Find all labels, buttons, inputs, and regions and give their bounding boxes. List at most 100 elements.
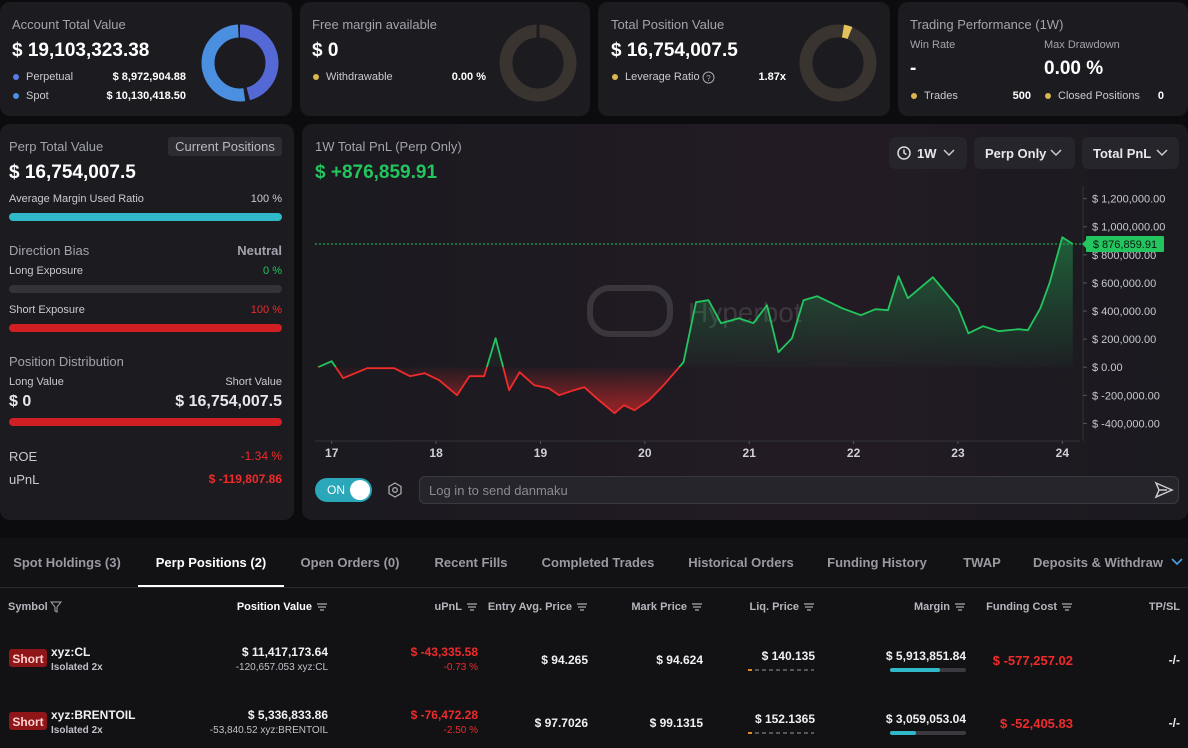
current-value-box: [1086, 236, 1164, 253]
tab[interactable]: Completed Trades: [541, 555, 655, 570]
tab[interactable]: Open Orders (0): [300, 555, 400, 570]
metric-dropdown[interactable]: [1082, 137, 1179, 169]
donut: [799, 24, 877, 102]
toggle-label[interactable]: ON: [327, 483, 345, 497]
column-header[interactable]: Entry Avg. Price: [487, 601, 572, 613]
progress-bar: [9, 285, 282, 293]
column-header[interactable]: TP/SL: [1148, 601, 1180, 613]
input-placeholder[interactable]: Log in to send danmaku: [429, 483, 568, 498]
pnl-line: [317, 236, 1074, 415]
mark-price: $ 94.624: [656, 653, 703, 667]
pnl-area: [318, 237, 1073, 414]
x-tick-label: 18: [429, 446, 443, 460]
row-label: Leverage Ratio: [625, 71, 700, 83]
dropdown-label[interactable]: Total PnL: [1093, 146, 1152, 161]
y-tick-label: $ 600,000.00: [1092, 278, 1156, 290]
stat-value: $ -119,807.86: [208, 472, 282, 486]
positions-section: [0, 538, 1188, 748]
x-tick-label: 22: [847, 446, 861, 460]
sort-icon: [804, 603, 814, 611]
row-value: 1.87x: [758, 71, 786, 83]
settings-icon[interactable]: [386, 481, 404, 499]
upnl: $ -43,335.58: [410, 645, 478, 659]
position-size: -53,840.52 xyz:BRENTOIL: [209, 725, 328, 736]
active-tab-underline: [138, 585, 284, 587]
y-tick-label: $ 800,000.00: [1092, 250, 1156, 262]
tab[interactable]: Historical Orders: [688, 555, 794, 570]
column-header[interactable]: Mark Price: [631, 601, 687, 613]
danmaku-input[interactable]: [419, 476, 1179, 504]
y-tick-label: $ -400,000.00: [1092, 418, 1160, 430]
tab[interactable]: Spot Holdings (3): [13, 555, 121, 570]
stat-label: Trades: [924, 90, 958, 102]
sort-icon: [577, 603, 587, 611]
tab[interactable]: TWAP: [963, 555, 1001, 570]
x-tick-label: 21: [743, 446, 757, 460]
column-header[interactable]: Liq. Price: [749, 601, 799, 613]
liq-meter: [748, 669, 814, 671]
row-value: $ 8,972,904.88: [112, 71, 186, 83]
tab[interactable]: Deposits & Withdraw: [1033, 555, 1163, 570]
progress-bar: [9, 213, 282, 221]
upnl: $ -76,472.28: [410, 708, 478, 722]
stat-value: 100 %: [250, 193, 282, 205]
tab[interactable]: Funding History: [827, 555, 927, 570]
margin-mode: Isolated 2x: [51, 662, 103, 673]
tpsl[interactable]: -/-: [1168, 716, 1180, 730]
upnl-pct: -2.50 %: [443, 725, 478, 736]
row-label: Perpetual: [26, 71, 74, 83]
margin-bar-fill: [890, 731, 916, 735]
x-tick-label: 23: [951, 446, 965, 460]
card-title: Account Total Value: [12, 17, 126, 32]
sort-icon: [692, 603, 702, 611]
tabs-more[interactable]: [1170, 557, 1184, 567]
toggle-knob[interactable]: [350, 480, 370, 500]
divider: [0, 587, 1188, 588]
stat-label: ROE: [9, 449, 38, 464]
column-header[interactable]: Funding Cost: [986, 601, 1057, 613]
button-label[interactable]: Current Positions: [175, 139, 275, 154]
x-tick-label: 17: [325, 446, 339, 460]
legend-dot: [612, 74, 618, 80]
symbol[interactable]: xyz:BRENTOIL: [51, 708, 136, 722]
tab[interactable]: Perp Positions (2): [155, 555, 267, 570]
legend-dot: [911, 93, 917, 99]
pnl-chart: Hyperbot $ 1,200,000.00$ 1,000,000.00$ 8…: [315, 186, 1165, 460]
column-header[interactable]: uPnL: [434, 601, 463, 613]
sort-icon: [1062, 603, 1072, 611]
send-icon[interactable]: [1154, 480, 1174, 500]
y-tick-label: $ 1,000,000.00: [1092, 222, 1165, 234]
chevrons: [943, 149, 1168, 157]
stat-label: Short Value: [225, 376, 282, 388]
stat-label: Long Value: [9, 376, 64, 388]
donut-segment: [841, 24, 853, 40]
stat-label: Max Drawdown: [1044, 39, 1120, 51]
stat-value: 0: [1157, 90, 1164, 102]
current-positions-button[interactable]: [168, 137, 282, 156]
column-header[interactable]: Position Value: [236, 601, 312, 613]
stat-value: -: [910, 58, 917, 79]
side-badge: [9, 712, 47, 730]
chevron: [1156, 149, 1168, 157]
side-label: Short: [12, 715, 44, 729]
progress-bar: [9, 418, 282, 426]
stat-value: 0.00 %: [1044, 58, 1104, 79]
dropdown-label[interactable]: 1W: [917, 146, 937, 161]
panel-title: Perp Total Value: [9, 139, 104, 154]
header-icons: [49, 601, 1072, 613]
card-value: $ 19,103,323.38: [12, 40, 150, 61]
card-title: Free margin available: [312, 17, 438, 32]
card-title: Total Position Value: [611, 17, 725, 32]
range-dropdown[interactable]: [889, 137, 967, 169]
symbol[interactable]: xyz:CL: [51, 645, 91, 659]
tab[interactable]: Recent Fills: [434, 555, 508, 570]
stat-label: Average Margin Used Ratio: [9, 193, 144, 205]
card-value: $ 0: [312, 40, 339, 61]
tpsl[interactable]: -/-: [1168, 653, 1180, 667]
donuts: [201, 24, 877, 102]
column-header[interactable]: Symbol: [8, 601, 48, 613]
column-header[interactable]: Margin: [913, 601, 950, 613]
position-value: $ 11,417,173.64: [241, 645, 328, 659]
dropdown-label[interactable]: Perp Only: [985, 146, 1047, 161]
svg-text:?: ?: [706, 74, 711, 83]
